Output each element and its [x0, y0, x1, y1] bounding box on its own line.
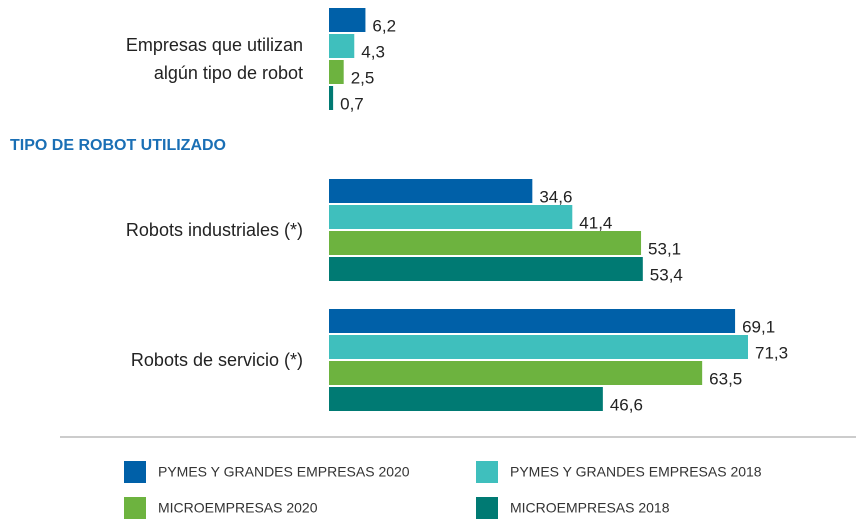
bar [329, 335, 748, 359]
bar [329, 361, 703, 385]
category-label: Robots industriales (*) [126, 220, 303, 240]
value-label: 0,7 [340, 94, 364, 113]
legend-swatch [476, 497, 498, 519]
value-label: 46,6 [610, 395, 643, 414]
category-label: Empresas que utilizan algún tipo de robot [126, 35, 303, 83]
value-label: 41,4 [579, 213, 612, 232]
bar [329, 34, 355, 58]
value-label: 4,3 [361, 42, 385, 61]
value-label: 34,6 [539, 187, 572, 206]
bar [329, 179, 533, 203]
bar [329, 8, 366, 32]
value-label: 2,5 [351, 68, 375, 87]
legend-label: PYMES Y GRANDES EMPRESAS 2020 [158, 464, 410, 480]
bar [329, 257, 643, 281]
legend-swatch [124, 497, 146, 519]
category-label: Robots de servicio (*) [131, 350, 303, 370]
legend-swatch [124, 461, 146, 483]
bar [329, 387, 603, 411]
value-label: 71,3 [755, 343, 788, 362]
bar [329, 205, 573, 229]
legend-label: PYMES Y GRANDES EMPRESAS 2018 [510, 464, 762, 480]
legend-swatch [476, 461, 498, 483]
value-label: 63,5 [709, 369, 742, 388]
bar [329, 60, 344, 84]
bar [329, 86, 334, 110]
value-label: 6,2 [372, 16, 396, 35]
value-label: 69,1 [742, 317, 775, 336]
legend-label: MICROEMPRESAS 2018 [510, 500, 670, 516]
bar [329, 309, 736, 333]
section-label: TIPO DE ROBOT UTILIZADO [10, 137, 226, 154]
bar [329, 231, 642, 255]
legend-label: MICROEMPRESAS 2020 [158, 500, 318, 516]
value-label: 53,1 [648, 239, 681, 258]
value-label: 53,4 [650, 265, 683, 284]
